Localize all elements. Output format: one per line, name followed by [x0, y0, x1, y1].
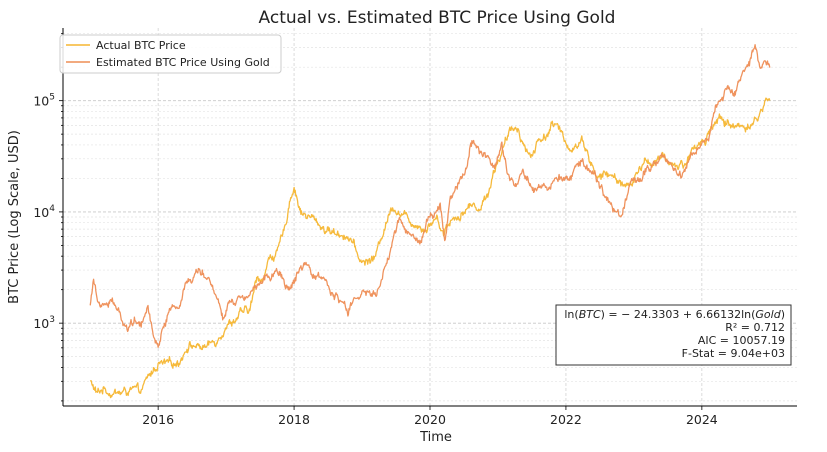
- eq-rhs-var: Gold: [755, 308, 781, 321]
- x-tick-label: 2018: [278, 412, 310, 427]
- y-tick-label: 103: [33, 315, 55, 331]
- x-tick-label: 2016: [142, 412, 174, 427]
- ticks: 2016 2018 2020 2022 2024 103 104 105: [33, 33, 718, 427]
- chart-title: Actual vs. Estimated BTC Price Using Gol…: [259, 8, 616, 28]
- series-line-estimated: [89, 44, 771, 348]
- x-axis-label: Time: [419, 430, 452, 445]
- eq-intercept: − 24.3303: [621, 308, 679, 321]
- series-layer: [89, 44, 771, 399]
- y-tick-label: 104: [33, 204, 55, 220]
- f-stat-value: F-Stat = 9.04e+03: [682, 347, 785, 360]
- legend-label-actual: Actual BTC Price: [96, 39, 186, 52]
- x-tick-label: 2022: [550, 412, 582, 427]
- r-squared-value: R² = 0.712: [725, 321, 785, 334]
- aic-value: AIC = 10057.19: [698, 334, 785, 347]
- legend-frame: [59, 34, 282, 74]
- legend: Actual BTC Price Estimated BTC Price Usi…: [59, 34, 282, 74]
- legend-label-estimated: Estimated BTC Price Using Gold: [96, 56, 270, 69]
- regression-equation: ln(BTC) = − 24.3303 + 6.66132ln(Gold): [564, 308, 785, 321]
- y-axis-label: BTC Price (Log Scale, USD): [7, 130, 22, 304]
- x-tick-label: 2024: [686, 412, 718, 427]
- eq-coef: 6.66132: [696, 308, 742, 321]
- stats-box-frame: [555, 304, 792, 366]
- stats-box: ln(BTC) = − 24.3303 + 6.66132ln(Gold) R²…: [555, 304, 792, 366]
- x-tick-label: 2020: [414, 412, 446, 427]
- series-line-actual: [89, 97, 771, 399]
- eq-lhs-fn: ln: [564, 308, 574, 321]
- eq-lhs-var: BTC: [579, 308, 601, 321]
- y-tick-label: 105: [33, 93, 55, 109]
- eq-rhs-fn: ln: [741, 308, 751, 321]
